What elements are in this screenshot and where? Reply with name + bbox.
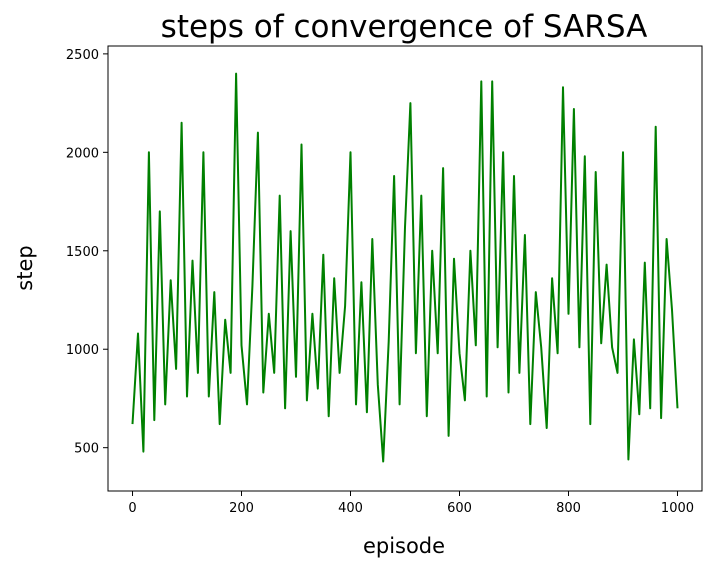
x-tick-label: 0 [128,501,136,516]
y-tick-label: 1500 [66,245,99,260]
plot-area [107,45,703,492]
y-tick-label: 2500 [66,48,99,63]
series-line [131,72,679,463]
y-tick-label: 2000 [66,146,99,161]
x-tick-label: 400 [338,501,363,516]
y-tick-label: 500 [74,442,99,457]
x-axis-ticks: 0 200 400 600 800 1000 [128,491,694,516]
chart-title: steps of convergence of SARSA [161,9,648,45]
y-tick-label: 1000 [66,343,99,358]
plot-frame [107,45,703,492]
x-tick-label: 800 [556,501,581,516]
x-axis-label: episode [363,534,445,558]
x-tick-label: 200 [229,501,254,516]
y-axis-label: step [13,245,37,290]
y-axis-ticks: 500 1000 1500 2000 2500 [66,48,108,457]
x-tick-label: 600 [447,501,472,516]
x-tick-label: 1000 [661,501,694,516]
